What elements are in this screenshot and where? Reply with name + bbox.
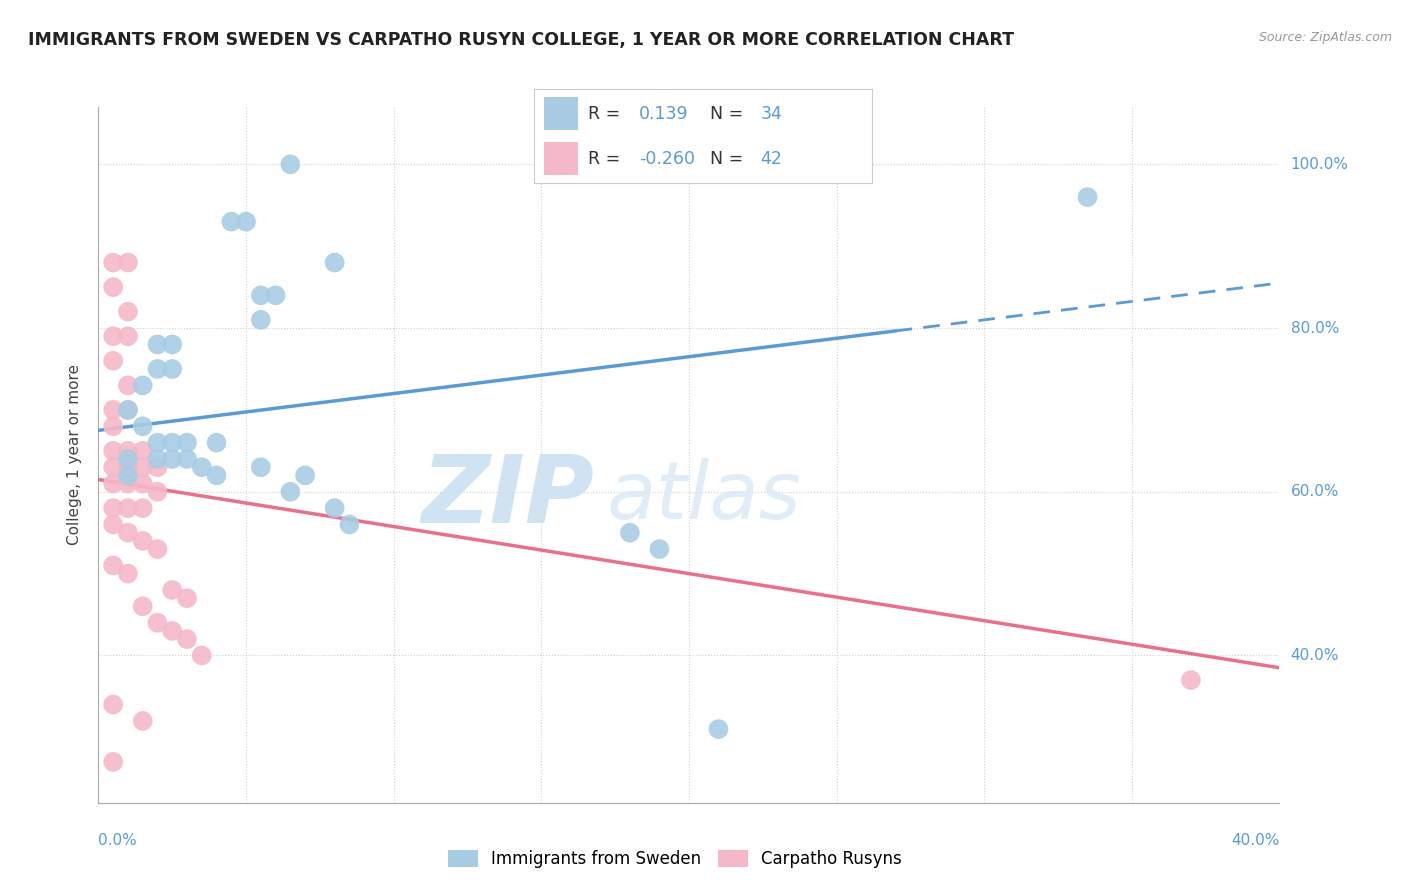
Text: 0.139: 0.139 <box>638 104 689 122</box>
Point <box>103 698 125 712</box>
Point <box>132 599 155 614</box>
Point <box>191 648 214 663</box>
Text: 80.0%: 80.0% <box>1291 320 1339 335</box>
Point <box>205 435 228 450</box>
Point <box>103 476 125 491</box>
Point <box>117 501 139 516</box>
Point <box>103 558 125 573</box>
Text: 0.0%: 0.0% <box>98 833 138 848</box>
Point <box>117 403 139 417</box>
Point <box>176 591 198 606</box>
Point <box>103 403 125 417</box>
Point <box>323 501 346 516</box>
Point <box>117 304 139 318</box>
Text: 42: 42 <box>761 150 782 168</box>
Point <box>146 484 169 499</box>
Point <box>191 460 214 475</box>
Point <box>132 460 155 475</box>
Point <box>132 476 155 491</box>
Point <box>146 362 169 376</box>
Point <box>103 419 125 434</box>
Point <box>103 255 125 269</box>
Text: ZIP: ZIP <box>422 450 595 542</box>
Point <box>278 157 302 171</box>
Text: 40.0%: 40.0% <box>1291 648 1339 663</box>
Point <box>323 255 346 269</box>
Point <box>146 452 169 467</box>
Text: IMMIGRANTS FROM SWEDEN VS CARPATHO RUSYN COLLEGE, 1 YEAR OR MORE CORRELATION CHA: IMMIGRANTS FROM SWEDEN VS CARPATHO RUSYN… <box>28 31 1014 49</box>
Text: atlas: atlas <box>606 458 801 536</box>
Point <box>264 288 287 302</box>
Point <box>619 525 641 540</box>
Point <box>132 443 155 458</box>
Point <box>250 313 273 327</box>
Text: N =: N = <box>710 104 742 122</box>
Point <box>117 525 139 540</box>
Point <box>162 435 183 450</box>
Y-axis label: College, 1 year or more: College, 1 year or more <box>66 365 82 545</box>
Point <box>146 435 169 450</box>
Point <box>176 435 198 450</box>
Point <box>103 329 125 343</box>
Point <box>162 452 183 467</box>
Point <box>132 533 155 548</box>
Point <box>176 452 198 467</box>
Point <box>132 419 155 434</box>
Point <box>205 468 228 483</box>
Text: 34: 34 <box>761 104 782 122</box>
Point <box>103 443 125 458</box>
Point <box>132 714 155 728</box>
Point <box>117 452 139 467</box>
Point <box>250 288 273 302</box>
Point <box>162 362 183 376</box>
Point <box>337 517 360 532</box>
Point <box>132 501 155 516</box>
Point <box>117 460 139 475</box>
Point <box>103 501 125 516</box>
Legend: Immigrants from Sweden, Carpatho Rusyns: Immigrants from Sweden, Carpatho Rusyns <box>441 843 908 875</box>
Point <box>117 476 139 491</box>
Point <box>103 353 125 368</box>
Text: R =: R = <box>588 150 620 168</box>
FancyBboxPatch shape <box>544 96 578 130</box>
Point <box>146 460 169 475</box>
Point <box>132 378 155 392</box>
Point <box>250 460 273 475</box>
Point <box>648 542 671 557</box>
Point <box>117 443 139 458</box>
FancyBboxPatch shape <box>544 142 578 176</box>
Point <box>117 403 139 417</box>
Text: 60.0%: 60.0% <box>1291 484 1339 500</box>
Point <box>117 329 139 343</box>
Text: 100.0%: 100.0% <box>1291 157 1348 172</box>
Point <box>117 566 139 581</box>
Text: 40.0%: 40.0% <box>1232 833 1279 848</box>
Point <box>146 542 169 557</box>
Point <box>162 337 183 351</box>
Point <box>146 615 169 630</box>
Point <box>117 468 139 483</box>
Point <box>162 624 183 638</box>
Point <box>146 337 169 351</box>
Point <box>1077 190 1099 204</box>
Point <box>1180 673 1202 687</box>
Point <box>117 378 139 392</box>
Point <box>103 755 125 769</box>
Point <box>219 214 242 228</box>
Point <box>176 632 198 646</box>
Point <box>162 582 183 597</box>
Point <box>278 484 302 499</box>
Point <box>235 214 257 228</box>
Text: Source: ZipAtlas.com: Source: ZipAtlas.com <box>1258 31 1392 45</box>
Point <box>294 468 316 483</box>
Point <box>103 460 125 475</box>
Point <box>707 722 730 736</box>
Point <box>117 255 139 269</box>
Point <box>103 517 125 532</box>
Text: R =: R = <box>588 104 620 122</box>
Text: -0.260: -0.260 <box>638 150 695 168</box>
Text: N =: N = <box>710 150 742 168</box>
Point <box>103 280 125 294</box>
